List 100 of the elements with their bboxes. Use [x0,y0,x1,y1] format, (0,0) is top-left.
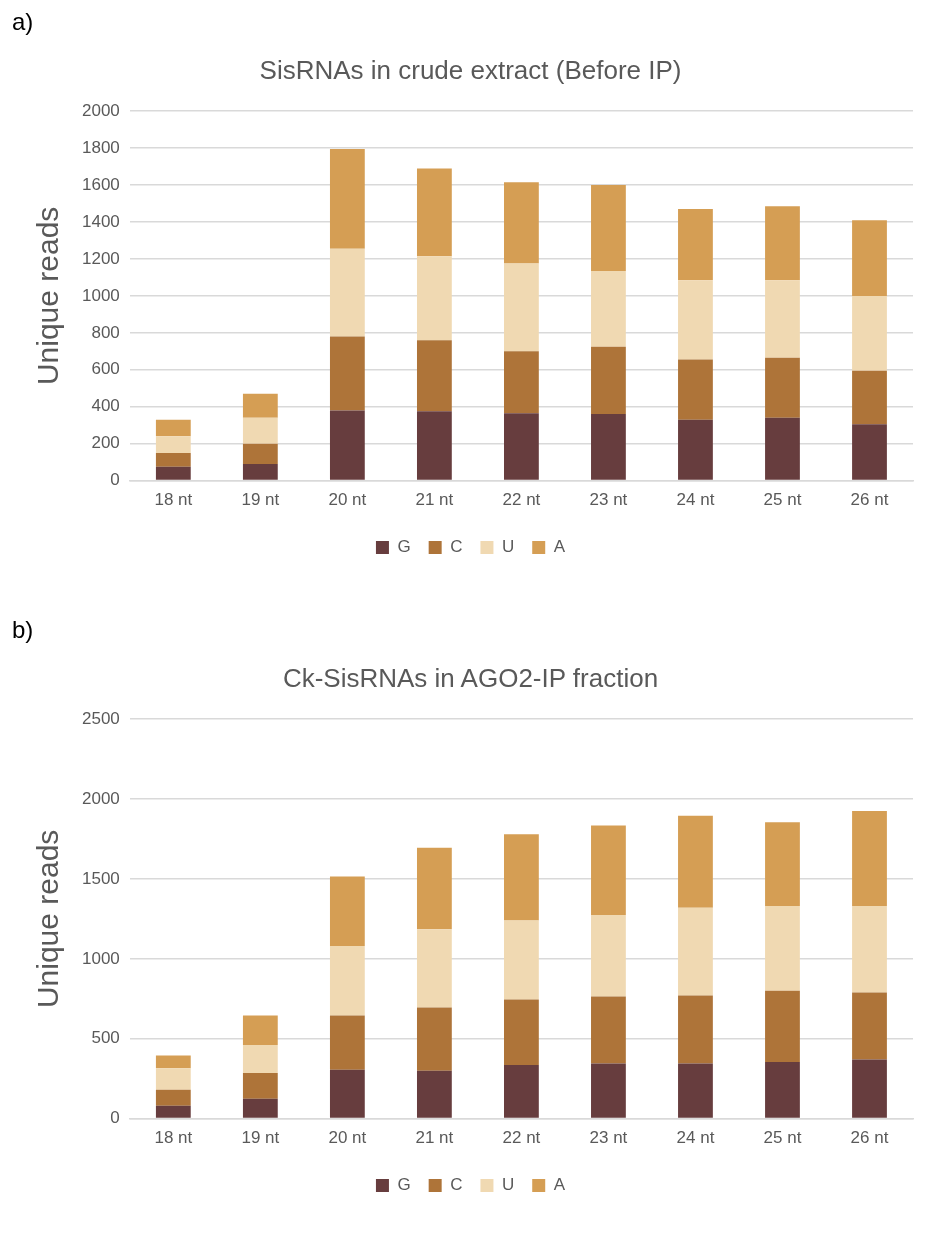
y-axis-title: Unique reads [31,206,65,386]
x-tick-label: 19 nt [241,1128,280,1148]
y-tick-label: 2000 [81,100,120,120]
y-axis-title: Unique reads [31,829,65,1009]
bar [765,357,800,418]
bar [504,263,539,352]
bar [591,996,626,1064]
bar [242,1045,278,1074]
bar [155,466,191,480]
bar [329,149,365,249]
legend-label: U [501,1175,515,1195]
bar [678,280,713,360]
bar [242,463,278,480]
bar [504,834,539,921]
bar [765,990,800,1062]
bar [765,1061,800,1118]
x-tick-label: 18 nt [154,1128,193,1148]
bar [242,443,278,464]
bar [504,920,539,1000]
y-tick-label: 0 [110,1108,120,1128]
legend-label: G [397,537,411,557]
y-tick-label: 1000 [81,948,120,968]
bar [591,270,626,347]
bar [504,182,539,264]
bar [678,815,713,908]
y-tick-label: 1000 [81,285,120,305]
bar [329,248,365,337]
bar [155,1068,191,1090]
bar [765,906,800,991]
bar [852,1059,887,1118]
y-tick-label: 1400 [81,211,120,231]
bar [852,424,887,480]
bar [416,411,452,480]
bar [678,907,713,996]
bar [504,999,539,1066]
bar [852,906,887,993]
bar [678,995,713,1064]
bar [155,419,191,437]
bar [678,419,713,480]
bar [329,946,365,1016]
bar [591,414,626,480]
bar [591,1063,626,1118]
bar [852,295,887,371]
bar [765,417,800,480]
x-tick-label: 23 nt [589,490,628,510]
bar [329,1015,365,1070]
bar [416,340,452,412]
bar [155,452,191,467]
legend-label: C [450,537,463,557]
x-tick-label: 23 nt [589,1128,628,1148]
bar [416,1070,452,1118]
x-tick-label: 25 nt [763,490,802,510]
y-tick-label: 2500 [81,708,120,728]
x-tick-label: 20 nt [328,1128,367,1148]
legend-label: A [553,1175,566,1195]
bar [504,1065,539,1118]
bar [591,825,626,915]
bar [765,280,800,358]
bar [155,1055,191,1069]
bar [591,346,626,415]
bar [242,1015,278,1046]
y-tick-label: 200 [91,433,120,453]
bar [155,1089,191,1106]
text: b) [12,616,35,644]
bar [329,876,365,947]
legend-label: C [450,1175,463,1195]
y-tick-label: 800 [91,322,120,342]
bar [591,185,626,271]
bar [416,256,452,341]
bar [678,1063,713,1118]
legend-label: U [501,537,515,557]
y-tick-label: 1600 [81,174,120,194]
x-tick-label: 26 nt [850,1128,889,1148]
y-tick-label: 1800 [81,137,120,157]
bar [591,914,626,997]
bar [155,436,191,453]
chart-title: SisRNAs in crude extract (Before IP) [259,54,682,85]
x-tick-label: 21 nt [415,1128,454,1148]
y-tick-label: 600 [91,359,120,379]
y-tick-label: 1200 [81,248,120,268]
y-tick-label: 0 [110,470,120,490]
x-tick-label: 24 nt [676,1128,715,1148]
bar [416,929,452,1008]
y-tick-label: 1500 [81,868,120,888]
x-tick-label: 26 nt [850,490,889,510]
x-tick-label: 25 nt [763,1128,802,1148]
bar [852,370,887,425]
bar [852,811,887,907]
bar [329,336,365,411]
bar [765,822,800,907]
bar [155,1105,191,1118]
legend-label: G [397,1175,411,1195]
bar [416,168,452,257]
bar [504,413,539,480]
bar [678,359,713,420]
text: a) [12,8,35,36]
chart-title: Ck-SisRNAs in AGO2-IP fraction [282,662,659,693]
bar [678,209,713,281]
bar [416,1007,452,1071]
bar [329,410,365,480]
